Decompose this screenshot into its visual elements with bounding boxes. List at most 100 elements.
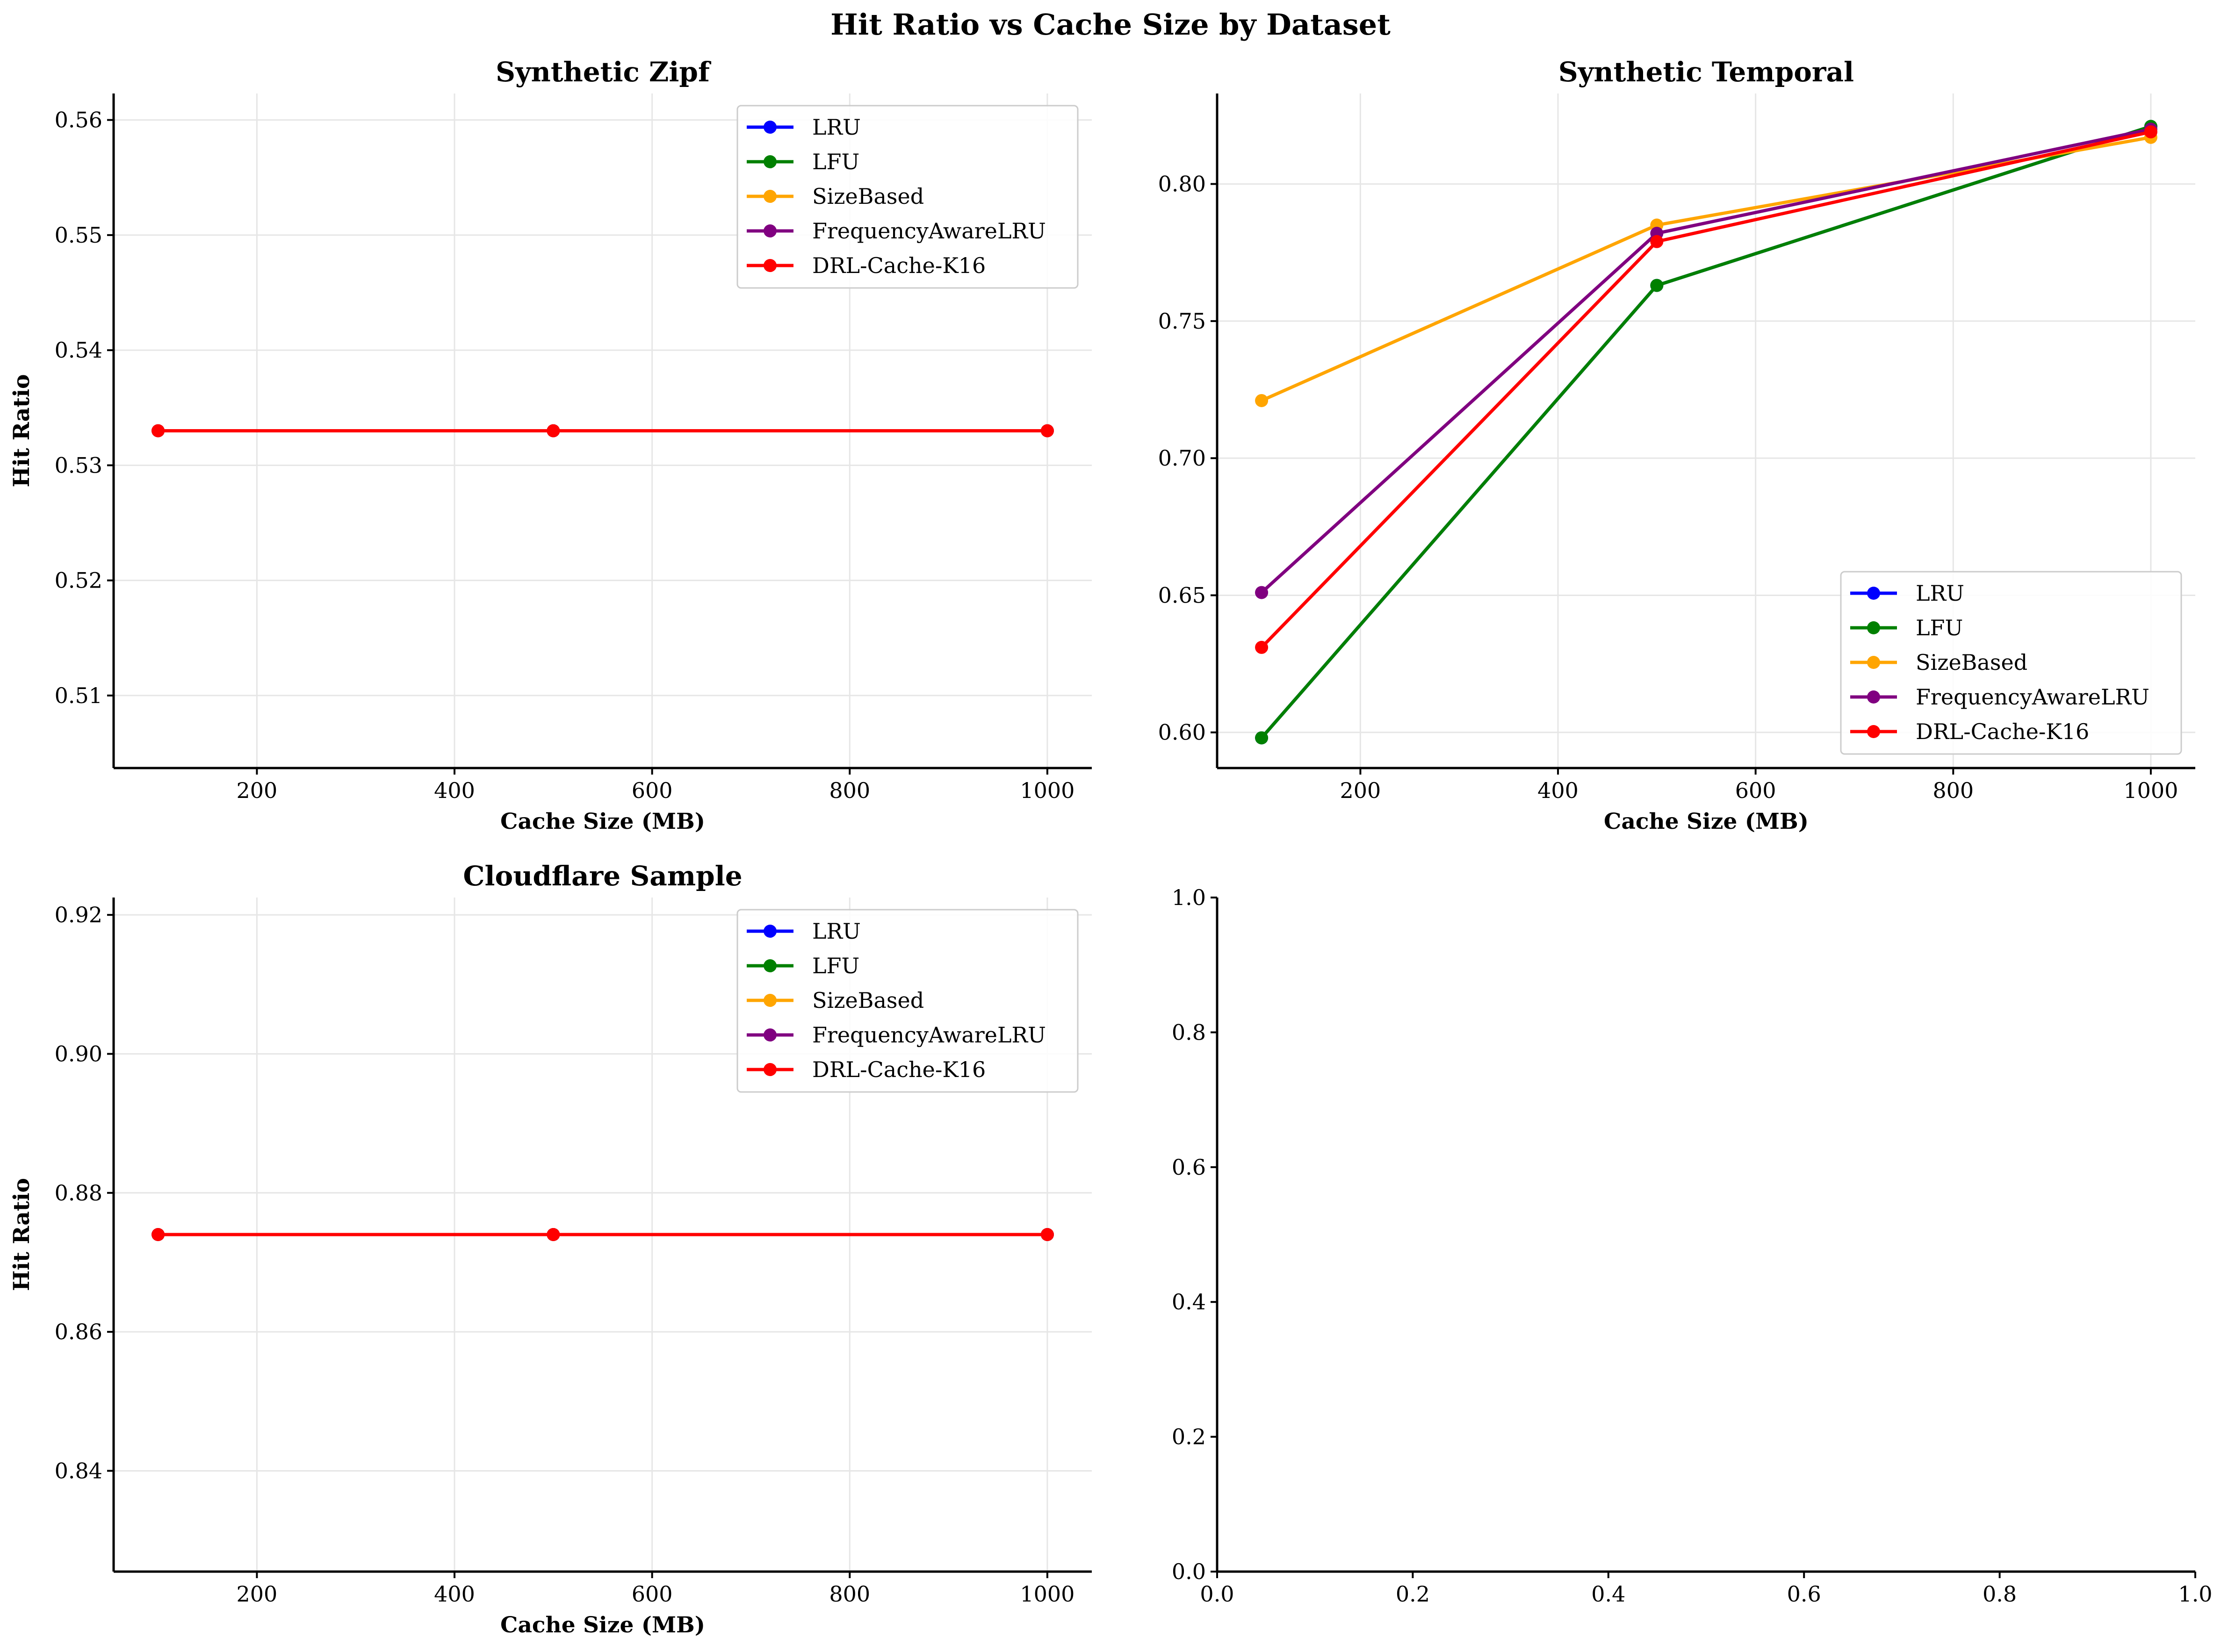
y-tick-label: 0.75 (1158, 309, 1206, 334)
legend-label: LFU (1916, 615, 1963, 640)
y-tick-label: 0.90 (55, 1041, 102, 1066)
y-tick-label: 0.88 (55, 1180, 102, 1206)
x-tick-label: 200 (236, 1581, 277, 1607)
legend-swatch-marker (1867, 621, 1880, 634)
y-tick-label: 1.0 (1172, 885, 1206, 910)
x-tick-label: 400 (434, 778, 475, 803)
y-axis-label: Hit Ratio (9, 374, 35, 488)
data-point-lfu (1255, 731, 1269, 745)
x-tick-label: 800 (829, 778, 870, 803)
legend-swatch-marker (764, 1028, 777, 1041)
legend-label: DRL-Cache-K16 (812, 253, 986, 278)
y-tick-label: 0.52 (55, 568, 102, 593)
data-point-frequencyawarelru (1255, 586, 1269, 599)
legend-label: FrequencyAwareLRU (812, 1022, 1046, 1048)
x-axis-label: Cache Size (MB) (1604, 809, 1809, 834)
legend-label: SizeBased (812, 988, 924, 1013)
x-tick-label: 0.4 (1591, 1581, 1625, 1607)
chart-panel-3: 200 400 600 800 1000 0.84 0.86 0.88 0.90 0.92 Clou… (9, 860, 1092, 1638)
legend-swatch-marker (764, 259, 777, 272)
y-tick-label: 0.4 (1172, 1289, 1206, 1314)
legend-swatch-marker (1867, 656, 1880, 669)
legend-label: SizeBased (812, 184, 924, 209)
y-tick-label: 0.6 (1172, 1155, 1206, 1180)
y-tick-label: 0.70 (1158, 445, 1206, 471)
y-tick-label: 0.0 (1172, 1559, 1206, 1584)
x-tick-label: 600 (632, 1581, 673, 1607)
x-tick-label: 400 (1537, 778, 1579, 803)
y-tick-label: 0.55 (55, 223, 102, 248)
series-line-frequencyawarelru (1260, 127, 2151, 594)
legend-label: FrequencyAwareLRU (812, 218, 1046, 244)
chart-panel-2: 200 400 600 800 1000 0.60 0.65 0.70 0.75 0.80 Synt… (9, 56, 2195, 834)
data-point-drl-cache-k16 (151, 424, 165, 438)
data-point-drl-cache-k16 (2144, 125, 2157, 139)
x-tick-label: 400 (434, 1581, 475, 1607)
x-tick-label: 200 (1340, 778, 1381, 803)
legend-label: FrequencyAwareLRU (1916, 684, 2149, 710)
panel-title: Synthetic Temporal (1558, 56, 1854, 88)
data-point-sizebased (1255, 394, 1269, 407)
legend-swatch-marker (764, 1063, 777, 1076)
x-tick-label: 0.8 (1983, 1581, 2017, 1607)
data-point-drl-cache-k16 (547, 1228, 560, 1241)
chart-panel-4: 0.0 0.2 0.4 0.6 0.8 1.0 0.0 0.2 0.4 0.6 0.8 1.0 (1172, 885, 2213, 1607)
y-tick-label: 0.53 (55, 453, 102, 478)
legend-swatch-marker (764, 994, 777, 1007)
x-tick-label: 800 (1933, 778, 1974, 803)
legend-swatch-marker (764, 925, 777, 938)
legend-label: LRU (812, 919, 861, 944)
legend-label: LRU (1916, 581, 1964, 606)
legend-label: SizeBased (1916, 650, 2027, 675)
legend: LRU LFU SizeBased FrequencyAwareLRU DRL-Cach… (736, 909, 1079, 1093)
data-point-drl-cache-k16 (151, 1228, 165, 1241)
x-tick-label: 600 (632, 778, 673, 803)
y-tick-label: 0.92 (55, 902, 102, 927)
panel-title: Synthetic Zipf (496, 56, 712, 88)
legend: LRU LFU SizeBased FrequencyAwareLRU DRL-Cach… (1840, 571, 2182, 755)
y-tick-label: 0.56 (55, 108, 102, 133)
x-axis-label: Cache Size (MB) (500, 809, 705, 834)
legend-swatch-marker (1867, 587, 1880, 600)
legend-swatch-marker (764, 224, 777, 237)
series-line-drl-cache-k16 (1260, 130, 2151, 649)
x-tick-label: 1.0 (2178, 1581, 2212, 1607)
x-tick-label: 600 (1735, 778, 1776, 803)
x-axis-label: Cache Size (MB) (500, 1612, 705, 1638)
x-tick-label: 0.6 (1787, 1581, 1821, 1607)
legend-swatch-marker (764, 959, 777, 972)
x-tick-label: 800 (829, 1581, 870, 1607)
y-tick-label: 0.84 (55, 1458, 102, 1483)
y-tick-label: 0.54 (55, 338, 102, 363)
y-tick-label: 0.65 (1158, 582, 1206, 608)
legend-swatch-marker (764, 155, 777, 168)
data-point-drl-cache-k16 (1040, 1228, 1054, 1241)
y-tick-label: 0.80 (1158, 172, 1206, 197)
data-point-drl-cache-k16 (547, 424, 560, 438)
chart-panel-1: 200 400 600 800 1000 0.51 0.52 0.53 0.54 0.55 0.56… (9, 56, 1092, 834)
legend-swatch-marker (1867, 725, 1880, 738)
legend-box (736, 909, 1079, 1093)
legend: LRU LFU SizeBased FrequencyAwareLRU DRL-Cach… (736, 105, 1079, 289)
y-tick-label: 0.8 (1172, 1020, 1206, 1045)
x-tick-label: 1000 (2123, 778, 2178, 803)
y-tick-label: 0.51 (55, 683, 102, 708)
x-tick-label: 0.2 (1396, 1581, 1430, 1607)
data-point-drl-cache-k16 (1040, 424, 1054, 438)
data-point-lfu (1650, 279, 1664, 292)
y-tick-label: 0.86 (55, 1319, 102, 1344)
legend-box (736, 105, 1079, 289)
legend-label: DRL-Cache-K16 (812, 1057, 986, 1082)
y-tick-label: 0.2 (1172, 1424, 1206, 1450)
legend-swatch-marker (764, 121, 777, 134)
data-point-drl-cache-k16 (1650, 235, 1664, 248)
x-tick-label: 0.0 (1200, 1581, 1234, 1607)
legend-swatch-marker (764, 190, 777, 203)
x-tick-label: 1000 (1020, 778, 1074, 803)
panel-title: Cloudflare Sample (463, 860, 742, 892)
legend-label: LRU (812, 115, 861, 140)
legend-label: LFU (812, 149, 859, 174)
legend-swatch-marker (1867, 690, 1880, 704)
y-tick-label: 0.60 (1158, 720, 1206, 745)
